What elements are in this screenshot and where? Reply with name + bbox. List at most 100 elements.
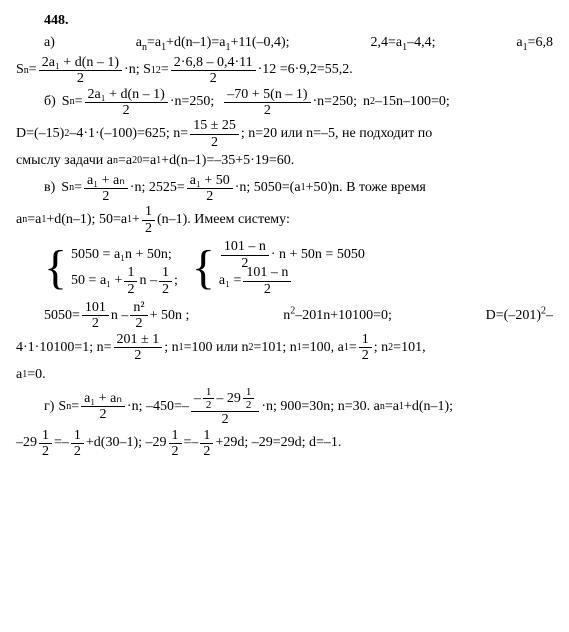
part-a-line2: Sn= 2a₁ + d(n – 1)2 ·n; S12= 2·6,8 – 0,4… xyxy=(16,55,553,87)
dl2e: +29d; –29=29d; d=–1. xyxy=(215,432,341,454)
b-dfrac: 15 ± 252 xyxy=(190,118,239,150)
cc-d: D=(–201) xyxy=(486,308,541,323)
c-quad: n2–201n+10100=0; xyxy=(283,305,392,327)
sys2-r1: 101 – n2 · n + 50n = 5050 xyxy=(219,242,365,268)
sys1-f2: 12 xyxy=(159,265,172,297)
d-f2-if2: 12 xyxy=(243,386,255,411)
d-f2a: – xyxy=(194,391,201,406)
part-a-line1: а) an=a1+d(n–1)=a1+11(–0,4); 2,4=a1–4,4;… xyxy=(16,32,553,54)
sys2-f2: 101 – n2 xyxy=(243,265,291,297)
cl4m3: =100, a xyxy=(302,337,344,359)
cl4t: =101, xyxy=(393,337,425,359)
cl4eq: = xyxy=(349,337,357,359)
b-frac1: 2a₁ + d(n – 1)2 xyxy=(85,87,168,119)
system1: { 5050 = a₁n + 50n; 50 = a₁ + 12 n – 12 … xyxy=(44,242,178,294)
cl4m2: =101; n xyxy=(253,337,296,359)
b-lmid: =a xyxy=(118,150,132,172)
c-d: D=(–201)2– xyxy=(486,305,553,327)
cl4m: =100 или n xyxy=(184,337,249,359)
a-frac2: 2·6,8 – 0,4·112 xyxy=(171,55,256,87)
part-d-line2: –29 12 =– 12 +d(30–1); –29 12 =– 12 +29d… xyxy=(16,428,553,460)
dl2b: =– xyxy=(54,432,69,454)
d-sn: S xyxy=(58,396,66,418)
dl2-f3: 12 xyxy=(169,428,182,460)
c-antail: (n–1). Имеем систему: xyxy=(157,209,290,231)
d-mid2: ·n; 900=30n; n=30. a xyxy=(261,396,379,418)
cc-qr: –201n+10100=0; xyxy=(295,308,392,323)
sys1-r1: 5050 = a₁n + 50n; xyxy=(71,242,178,268)
eq: = xyxy=(75,91,83,113)
part-c-line2: an=a1+d(n–1); 50=a1+ 12 (n–1). Имеем сис… xyxy=(16,204,553,236)
problem-number: 448. xyxy=(16,10,553,32)
part-c-line4: 4·1·10100=1; n= 201 ± 12 ; n1=100 или n2… xyxy=(16,332,553,364)
part-c-line1: в) Sn= a₁ + aₙ2 ·n; 2525= a₁ + 502 ·n; 5… xyxy=(16,173,553,205)
sys1-body: 5050 = a₁n + 50n; 50 = a₁ + 12 n – 12 ; xyxy=(71,242,178,294)
cc-f2: n²2 xyxy=(130,300,147,332)
math-solution-page: 448. а) an=a1+d(n–1)=a1+11(–0,4); 2,4=a1… xyxy=(0,0,569,632)
c-frac2: a₁ + 502 xyxy=(187,173,233,205)
d-f2d: 2 xyxy=(219,412,232,427)
a-eq1: an=a1+d(n–1)=a1+11(–0,4); xyxy=(136,32,290,54)
dl2c: +d(30–1); –29 xyxy=(86,432,167,454)
b-lmid2: =a xyxy=(142,150,156,172)
cl4a: 4·1·10100=1; n= xyxy=(16,337,112,359)
sys2-body: 101 – n2 · n + 50n = 5050 a₁ = 101 – n2 xyxy=(219,242,365,294)
b-dtail: ; n=20 или n=–5, не подходит по xyxy=(241,123,432,145)
b-frac2: –70 + 5(n – 1)2 xyxy=(224,87,310,119)
b-mid1: ·n=250; xyxy=(170,91,214,113)
part-b-line3: смыслу задачи an=a20=a1+d(n–1)=–35+5·19=… xyxy=(16,150,553,172)
label-d: г) xyxy=(44,396,54,418)
cc-m1: n – xyxy=(111,305,129,327)
a-frac1: 2a₁ + d(n – 1)2 xyxy=(39,55,122,87)
sys1-r2b: n – xyxy=(139,270,157,292)
brace-icon: { xyxy=(192,244,215,292)
d-eq: = xyxy=(71,396,79,418)
cl4e: ; n xyxy=(374,337,388,359)
brace-icon: { xyxy=(44,244,67,292)
sys2-r2a: a₁ = xyxy=(219,270,242,292)
cl4b: ; n xyxy=(164,337,178,359)
dl2-f4: 12 xyxy=(200,428,213,460)
c-anplus: + xyxy=(132,209,140,231)
c-an2: =a xyxy=(27,209,41,231)
part-c-calc: 5050= 1012 n – n²2 + 50n ; n2–201n+10100… xyxy=(16,300,553,332)
b-lend: +d(n–1)=–35+5·19=60. xyxy=(161,150,294,172)
d-f2: – 12 – 29 12 2 xyxy=(191,386,260,428)
cc-lhs: 5050= xyxy=(44,305,80,327)
sys2-r1b: · n + 50n = 5050 xyxy=(271,244,365,266)
d-f2-num: – 12 – 29 12 xyxy=(191,386,260,412)
part-b-line2: D=(–15)2–4·1·(–100)=625; n= 15 ± 252 ; n… xyxy=(16,118,553,150)
d-m2e: +d(n–1); xyxy=(404,396,453,418)
system2: { 101 – n2 · n + 50n = 5050 a₁ = 101 – n… xyxy=(192,242,365,294)
c-calc-left: 5050= 1012 n – n²2 + 50n ; xyxy=(44,300,189,332)
d-f2-if1: 12 xyxy=(203,386,215,411)
c-anfrac: 12 xyxy=(142,204,155,236)
part-b-line1: б) Sn= 2a₁ + d(n – 1)2 ·n=250; –70 + 5(n… xyxy=(16,87,553,119)
sys2-r2: a₁ = 101 – n2 xyxy=(219,268,365,294)
sys1-f1: 12 xyxy=(124,265,137,297)
d-f2b: – 29 xyxy=(216,391,241,406)
a-eq2: 2,4=a1–4,4; xyxy=(370,32,435,54)
b-n: n xyxy=(363,91,370,113)
d-f1: a₁ + aₙ2 xyxy=(81,391,125,423)
label-a: а) xyxy=(44,32,55,54)
eq-sign2: = xyxy=(161,59,169,81)
b-d: D=(–15) xyxy=(16,123,64,145)
a-mid: ·n; S xyxy=(124,59,151,81)
a-tail: ·12 =6·9,2=55,2. xyxy=(258,59,353,81)
c-sn: S xyxy=(61,177,69,199)
cc-f1: 1012 xyxy=(82,300,109,332)
c-mid2end: +50)n. В тоже время xyxy=(306,177,426,199)
b-quad: –15n–100=0; xyxy=(375,91,450,113)
part-c-systems: { 5050 = a₁n + 50n; 50 = a₁ + 12 n – 12 … xyxy=(16,242,553,294)
cl4-f1: 201 ± 12 xyxy=(114,332,163,364)
b-drest: –4·1·(–100)=625; n= xyxy=(69,123,188,145)
part-c-line5: a1=0. xyxy=(16,364,553,386)
sn-sym: S xyxy=(16,59,24,81)
label-b: б) xyxy=(44,91,56,113)
c-mid2: ·n; 5050=(a xyxy=(235,177,301,199)
c-an3: +d(n–1); 50=a xyxy=(46,209,127,231)
label-c: в) xyxy=(44,177,55,199)
cl4-f2: 12 xyxy=(359,332,372,364)
b-mid2: ·n=250; xyxy=(313,91,357,113)
